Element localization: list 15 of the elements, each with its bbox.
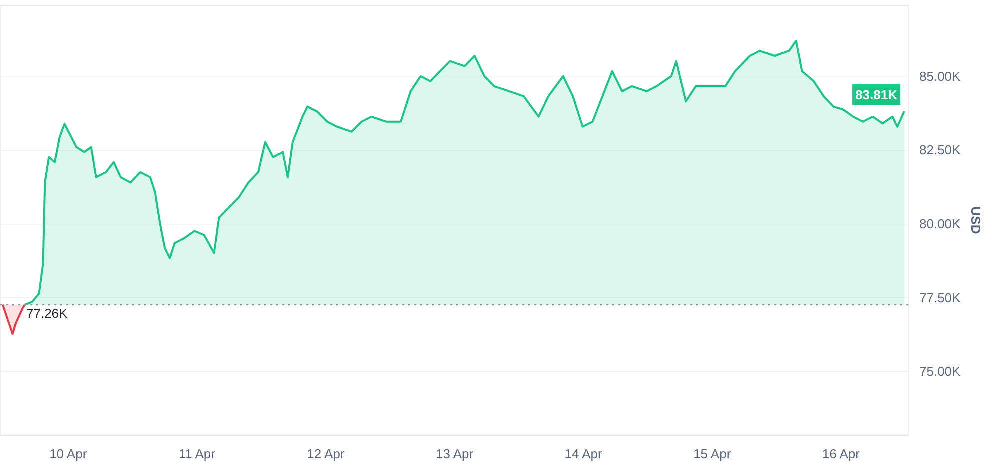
x-tick-label: 14 Apr bbox=[564, 446, 604, 462]
annotation: 83.81K bbox=[856, 88, 898, 103]
x-tick-label: 12 Apr bbox=[307, 446, 346, 462]
x-tick-label: 16 Apr bbox=[822, 446, 861, 462]
y-tick-label: 82.50K bbox=[920, 142, 962, 158]
ref-line-label: 77.26K bbox=[26, 306, 68, 321]
y-axis-title: USD bbox=[968, 206, 984, 234]
y-tick-label: 80.00K bbox=[920, 216, 962, 232]
y-tick-label: 85.00K bbox=[920, 68, 962, 84]
x-tick-label: 15 Apr bbox=[694, 446, 732, 462]
x-tick-label: 10 Apr bbox=[50, 446, 88, 462]
x-tick-label: 13 Apr bbox=[436, 446, 474, 462]
y-tick-label: 75.00K bbox=[920, 364, 962, 380]
x-tick-label: 11 Apr bbox=[178, 446, 216, 462]
y-tick-label: 77.50K bbox=[920, 290, 962, 306]
